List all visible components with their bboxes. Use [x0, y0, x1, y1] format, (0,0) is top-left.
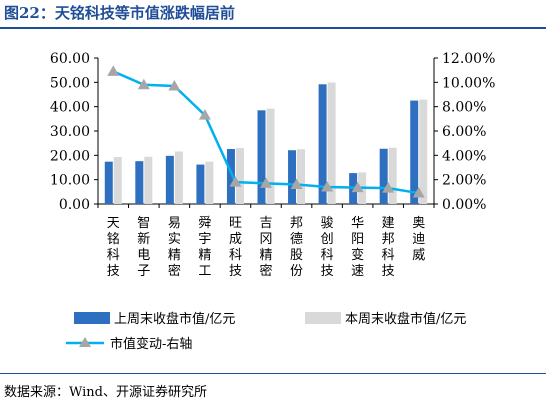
line-point [198, 109, 211, 120]
category-label: 吉冈精密 [259, 216, 272, 279]
category-label: 奥迪威 [412, 216, 425, 263]
title-divider [0, 27, 546, 29]
line-point [260, 177, 272, 188]
legend-marker [79, 337, 91, 347]
line-point [168, 79, 181, 91]
left-tick-label: 50.00 [50, 75, 90, 91]
chart-axes: 0.00 10.00 20.00 30.00 40.00 50.00 60.00 0.00% 2… [50, 51, 495, 213]
category-label: 华阳变速 [351, 216, 364, 279]
left-tick-label: 10.00 [50, 173, 90, 189]
line-point [351, 181, 364, 193]
bar [135, 161, 144, 204]
left-tick-label: 60.00 [50, 51, 90, 67]
left-tick-label: 30.00 [50, 124, 90, 140]
legend-label: 上周末收盘市值/亿元 [114, 311, 235, 327]
line-point [229, 176, 242, 187]
right-tick-label: 6.00% [442, 124, 486, 140]
right-tick-label: 4.00% [442, 148, 486, 164]
legend-label: 本周末收盘市值/亿元 [345, 311, 466, 327]
line-point [107, 65, 120, 76]
bar [196, 164, 205, 204]
category-label: 旺成科技 [229, 216, 242, 279]
bar [318, 84, 327, 204]
category-label: 建邦科技 [382, 216, 395, 279]
source-note: 数据来源：Wind、开源证券研究所 [4, 385, 207, 400]
bar [297, 149, 306, 204]
right-tick-label: 0.00% [442, 197, 486, 213]
right-tick-label: 10.00% [442, 75, 495, 91]
legend-swatch [74, 312, 110, 324]
bar [235, 148, 244, 204]
bar [144, 156, 153, 204]
line-point [137, 78, 150, 90]
line-point [382, 182, 395, 193]
category-label: 智新电子 [137, 216, 150, 279]
bar [379, 148, 388, 204]
legend-label: 市值变动-右轴 [110, 336, 192, 352]
category-label: 骏创科技 [321, 216, 334, 279]
footer-divider [0, 373, 546, 374]
category-label: 天铭科技 [107, 216, 120, 279]
line-point [290, 178, 303, 190]
bar [388, 147, 397, 204]
category-labels: 天铭科技 智新电子 易实精密 舜宇精工 旺成科技 吉冈精密 邦德股份 骏创科技 华阳变速 建邦科技… [107, 216, 425, 279]
category-label: 邦德股份 [290, 216, 303, 279]
right-tick-label: 8.00% [442, 100, 486, 116]
bar [226, 149, 235, 204]
line-point [321, 180, 334, 192]
bar [419, 99, 428, 204]
bar [410, 100, 419, 204]
bar [288, 150, 297, 204]
bar [266, 108, 275, 204]
bar [205, 161, 214, 204]
chart: 0.00 10.00 20.00 30.00 40.00 50.00 60.00 0.00% 2… [50, 51, 495, 352]
left-tick-label: 0.00 [59, 197, 90, 213]
bar [174, 151, 183, 204]
bar [327, 82, 336, 204]
chart-title: 图22：天铭科技等市值涨跌幅居前 [4, 4, 235, 22]
right-tick-label: 2.00% [442, 173, 486, 189]
bar [104, 161, 113, 204]
bar [113, 157, 122, 204]
bar [257, 110, 266, 204]
right-tick-label: 12.00% [442, 51, 495, 67]
category-label: 易实精密 [168, 216, 181, 279]
bar [165, 155, 174, 204]
chart-line-series [107, 65, 425, 198]
left-tick-label: 20.00 [50, 148, 90, 164]
chart-bars [104, 82, 428, 204]
line-path [112, 70, 419, 195]
category-label: 舜宇精工 [198, 216, 211, 279]
line-point [412, 187, 425, 198]
legend-swatch [305, 312, 341, 324]
left-tick-label: 40.00 [50, 100, 90, 116]
